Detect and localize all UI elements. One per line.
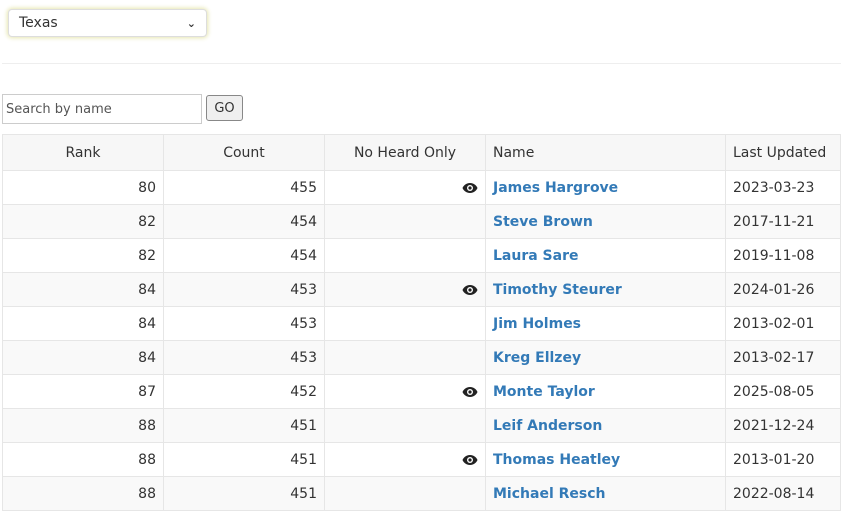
count-cell: 454	[163, 204, 325, 239]
name-cell: Timothy Steurer	[485, 272, 726, 307]
ranking-table: Rank Count No Heard Only Name Last Updat…	[2, 134, 841, 511]
rank-cell: 80	[2, 170, 164, 205]
last-updated-cell: 2019-11-08	[725, 238, 841, 273]
last-updated-cell: 2023-03-23	[725, 170, 841, 205]
last-updated-cell: 2022-08-14	[725, 476, 841, 511]
table-row: 84 453 Timothy Steurer 2024-01-26	[2, 272, 841, 307]
go-button[interactable]: GO	[206, 95, 243, 121]
count-cell: 454	[163, 238, 325, 273]
count-cell: 453	[163, 272, 325, 307]
rank-cell: 84	[2, 272, 164, 307]
name-cell: Leif Anderson	[485, 408, 726, 443]
last-updated-cell: 2013-02-17	[725, 340, 841, 375]
last-updated-cell: 2025-08-05	[725, 374, 841, 409]
rank-cell: 84	[2, 340, 164, 375]
no-heard-only-cell	[324, 442, 486, 477]
search-input[interactable]	[2, 94, 202, 124]
name-cell: Kreg Ellzey	[485, 340, 726, 375]
rank-cell: 82	[2, 204, 164, 239]
rank-cell: 88	[2, 442, 164, 477]
table-row: 82 454 Steve Brown 2017-11-21	[2, 204, 841, 239]
name-link[interactable]: Monte Taylor	[493, 383, 595, 400]
last-updated-cell: 2013-02-01	[725, 306, 841, 341]
name-cell: Thomas Heatley	[485, 442, 726, 477]
rank-cell: 88	[2, 408, 164, 443]
no-heard-only-cell	[324, 272, 486, 307]
last-updated-cell: 2013-01-20	[725, 442, 841, 477]
header-no-heard-only[interactable]: No Heard Only	[324, 134, 486, 171]
table-header: Rank Count No Heard Only Name Last Updat…	[2, 134, 841, 171]
rank-cell: 87	[2, 374, 164, 409]
rank-cell: 84	[2, 306, 164, 341]
table-row: 84 453 Kreg Ellzey 2013-02-17	[2, 340, 841, 375]
count-cell: 453	[163, 306, 325, 341]
rank-cell: 82	[2, 238, 164, 273]
eye-icon	[462, 282, 478, 298]
name-link[interactable]: Thomas Heatley	[493, 451, 621, 468]
last-updated-cell: 2017-11-21	[725, 204, 841, 239]
no-heard-only-cell	[324, 170, 486, 205]
no-heard-only-cell	[324, 340, 486, 375]
name-link[interactable]: James Hargrove	[493, 179, 619, 196]
divider	[2, 63, 841, 64]
count-cell: 451	[163, 408, 325, 443]
no-heard-only-cell	[324, 476, 486, 511]
table-row: 82 454 Laura Sare 2019-11-08	[2, 238, 841, 273]
no-heard-only-cell	[324, 204, 486, 239]
name-link[interactable]: Michael Resch	[493, 485, 606, 502]
state-select[interactable]: Texas ⌄	[8, 9, 207, 37]
name-link[interactable]: Steve Brown	[493, 213, 593, 230]
count-cell: 451	[163, 442, 325, 477]
table-row: 87 452 Monte Taylor 2025-08-05	[2, 374, 841, 409]
header-count[interactable]: Count	[163, 134, 325, 171]
no-heard-only-cell	[324, 374, 486, 409]
table-row: 84 453 Jim Holmes 2013-02-01	[2, 306, 841, 341]
name-link[interactable]: Kreg Ellzey	[493, 349, 582, 366]
eye-icon	[462, 180, 478, 196]
name-cell: Michael Resch	[485, 476, 726, 511]
name-link[interactable]: Timothy Steurer	[493, 281, 622, 298]
count-cell: 452	[163, 374, 325, 409]
name-link[interactable]: Leif Anderson	[493, 417, 603, 434]
chevron-down-icon: ⌄	[186, 16, 196, 30]
count-cell: 451	[163, 476, 325, 511]
state-select-value: Texas	[19, 15, 58, 31]
eye-icon	[462, 452, 478, 468]
no-heard-only-cell	[324, 408, 486, 443]
table-row: 80 455 James Hargrove 2023-03-23	[2, 170, 841, 205]
last-updated-cell: 2021-12-24	[725, 408, 841, 443]
last-updated-cell: 2024-01-26	[725, 272, 841, 307]
name-link[interactable]: Laura Sare	[493, 247, 579, 264]
eye-icon	[462, 384, 478, 400]
header-rank[interactable]: Rank	[2, 134, 164, 171]
count-cell: 455	[163, 170, 325, 205]
table-row: 88 451 Leif Anderson 2021-12-24	[2, 408, 841, 443]
name-cell: Jim Holmes	[485, 306, 726, 341]
count-cell: 453	[163, 340, 325, 375]
header-last-updated[interactable]: Last Updated	[725, 134, 841, 171]
no-heard-only-cell	[324, 306, 486, 341]
name-cell: Laura Sare	[485, 238, 726, 273]
name-cell: James Hargrove	[485, 170, 726, 205]
name-link[interactable]: Jim Holmes	[493, 315, 582, 332]
header-name[interactable]: Name	[485, 134, 726, 171]
no-heard-only-cell	[324, 238, 486, 273]
rank-cell: 88	[2, 476, 164, 511]
name-cell: Monte Taylor	[485, 374, 726, 409]
name-cell: Steve Brown	[485, 204, 726, 239]
table-row: 88 451 Michael Resch 2022-08-14	[2, 476, 841, 511]
table-row: 88 451 Thomas Heatley 2013-01-20	[2, 442, 841, 477]
